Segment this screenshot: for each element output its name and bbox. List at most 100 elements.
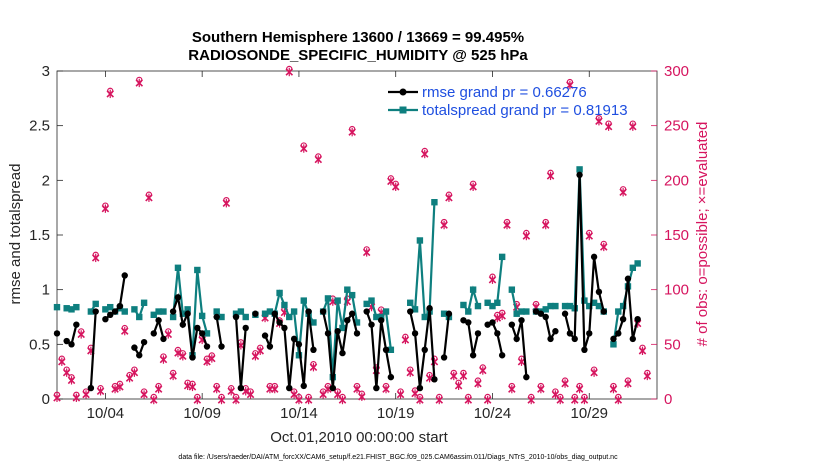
obs-evaluated-marker — [527, 395, 535, 405]
obs-evaluated-marker — [91, 253, 100, 263]
totalspread-point — [107, 303, 114, 311]
obs-evaluated-marker — [358, 392, 366, 401]
obs-evaluated-marker — [416, 395, 424, 405]
totalspread-point — [218, 313, 225, 321]
legend-label: rmse grand pr = 0.66276 — [422, 84, 587, 101]
rmse-point — [87, 384, 95, 392]
totalspread-point — [102, 306, 109, 313]
obs-evaluated-marker — [203, 357, 211, 366]
rmse-point — [440, 354, 448, 361]
totalspread-point — [53, 303, 61, 311]
x-axis-label: Oct.01,2010 00:00:00 start — [270, 429, 448, 446]
totalspread-point — [595, 302, 603, 310]
totalspread-point — [440, 310, 448, 317]
totalspread-point — [348, 291, 356, 299]
rmse-point — [465, 319, 472, 326]
rmse-point — [339, 349, 346, 357]
rmse-point — [387, 373, 395, 381]
obs-evaluated-marker — [140, 390, 148, 399]
totalspread-point — [68, 306, 75, 313]
obs-evaluated-marker — [469, 182, 477, 191]
totalspread-point — [290, 308, 298, 315]
rmse-point — [581, 346, 588, 353]
obs-evaluated-marker — [169, 371, 177, 381]
obs-evaluated-marker — [391, 182, 400, 191]
totalspread-point — [237, 308, 245, 315]
rmse-point — [537, 310, 545, 317]
rmse-point — [489, 319, 496, 326]
obs-evaluated-marker — [619, 188, 627, 197]
y-right-tick-label: 300 — [664, 63, 689, 80]
rmse-point — [377, 317, 385, 324]
obs-evaluated-marker — [212, 384, 221, 394]
totalspread-point — [232, 310, 240, 317]
rmse-point — [595, 288, 603, 296]
rmse-point — [532, 308, 540, 315]
rmse-point — [421, 346, 428, 353]
rmse-point — [469, 352, 477, 359]
totalspread-point — [518, 308, 525, 315]
totalspread-point — [140, 299, 148, 306]
totalspread-point — [300, 297, 307, 304]
rmse-point — [290, 335, 298, 343]
totalspread-point — [576, 166, 583, 173]
rmse-point — [571, 335, 578, 343]
rmse-point — [184, 310, 191, 317]
chart-title: Southern Hemisphere 13600 / 13669 = 99.4… — [192, 29, 524, 46]
obs-evaluated-marker — [522, 231, 531, 241]
rmse-point — [329, 384, 337, 392]
obs-evaluated-marker — [638, 346, 647, 355]
rmse-point — [344, 317, 351, 324]
rmse-point — [561, 310, 569, 317]
totalspread-point — [382, 308, 390, 315]
rmse-point — [634, 315, 641, 323]
rmse-point — [494, 330, 501, 337]
totalspread-point — [508, 286, 516, 293]
totalspread-point — [566, 302, 574, 310]
obs-evaluated-marker — [585, 231, 594, 241]
obs-evaluated-marker — [53, 393, 61, 403]
rmse-point — [232, 313, 240, 321]
totalspread-point — [92, 300, 99, 308]
totalspread-point — [131, 306, 138, 313]
obs-evaluated-marker — [300, 144, 308, 153]
obs-evaluated-marker — [498, 311, 506, 321]
obs-evaluated-marker — [159, 355, 168, 364]
totalspread-point — [179, 310, 187, 317]
rmse-point — [131, 344, 138, 351]
totalspread-point — [431, 199, 438, 206]
totalspread-point — [387, 346, 395, 353]
obs-evaluated-marker — [556, 395, 564, 405]
y-tick-label: 1 — [42, 282, 50, 299]
obs-evaluated-marker — [62, 368, 71, 377]
rmse-point — [310, 346, 317, 353]
obs-evaluated-marker — [479, 366, 487, 375]
rmse-point — [116, 302, 124, 310]
rmse-point — [576, 171, 583, 179]
rmse-point — [368, 321, 375, 328]
y-axis-label: rmse and totalspread — [7, 164, 24, 305]
totalspread-point — [513, 310, 520, 317]
rmse-point — [508, 321, 516, 328]
rmse-point — [518, 317, 525, 324]
rmse-point — [363, 308, 370, 315]
x-tick-label: 10/14 — [280, 405, 318, 422]
obs-evaluated-marker — [77, 330, 85, 339]
obs-evaluated-marker — [629, 122, 637, 131]
rmse-point — [140, 338, 148, 346]
obs-evaluated-marker — [120, 326, 129, 336]
rmse-point — [300, 382, 307, 390]
totalspread-point — [155, 308, 162, 315]
obs-evaluated-marker — [208, 354, 216, 363]
totalspread-point — [184, 306, 191, 313]
rmse-point — [261, 332, 269, 339]
obs-evaluated-marker — [150, 395, 158, 405]
obs-evaluated-marker — [295, 395, 303, 405]
obs-evaluated-marker — [116, 382, 124, 392]
rmse-point — [407, 308, 414, 315]
rmse-point — [169, 308, 177, 315]
obs-evaluated-marker — [406, 368, 414, 377]
totalspread-point — [213, 308, 220, 315]
obs-evaluated-marker — [193, 395, 202, 405]
totalspread-point — [377, 313, 385, 321]
